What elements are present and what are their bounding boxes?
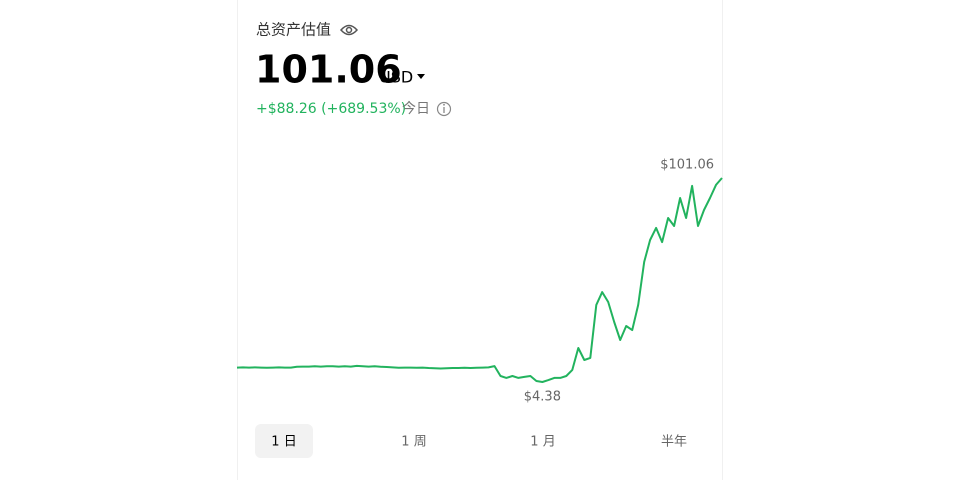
min-label: $4.38 <box>524 390 561 405</box>
max-label: $101.06 <box>660 158 714 173</box>
title: 总资产估值 <box>256 21 331 39</box>
chart: $101.06 $4.38 <box>236 158 723 405</box>
price-line <box>236 177 723 383</box>
info-icon[interactable] <box>436 101 452 117</box>
tabs: 1 日 1 周 1 月 半年 <box>255 424 687 458</box>
balance: 101.06 <box>255 48 402 92</box>
tab-selected-bg <box>255 424 313 458</box>
tab[interactable]: 1 月 <box>530 435 555 450</box>
tab[interactable]: 1 周 <box>401 435 426 450</box>
tab[interactable]: 半年 <box>661 435 687 450</box>
tab[interactable]: 1 日 <box>271 435 296 450</box>
dropdown-arrow[interactable] <box>417 74 425 79</box>
eye-icon[interactable] <box>339 24 359 36</box>
currency[interactable]: USD <box>379 68 413 87</box>
period: 今日 <box>402 101 430 117</box>
change: +$88.26 (+689.53%) <box>256 101 406 117</box>
